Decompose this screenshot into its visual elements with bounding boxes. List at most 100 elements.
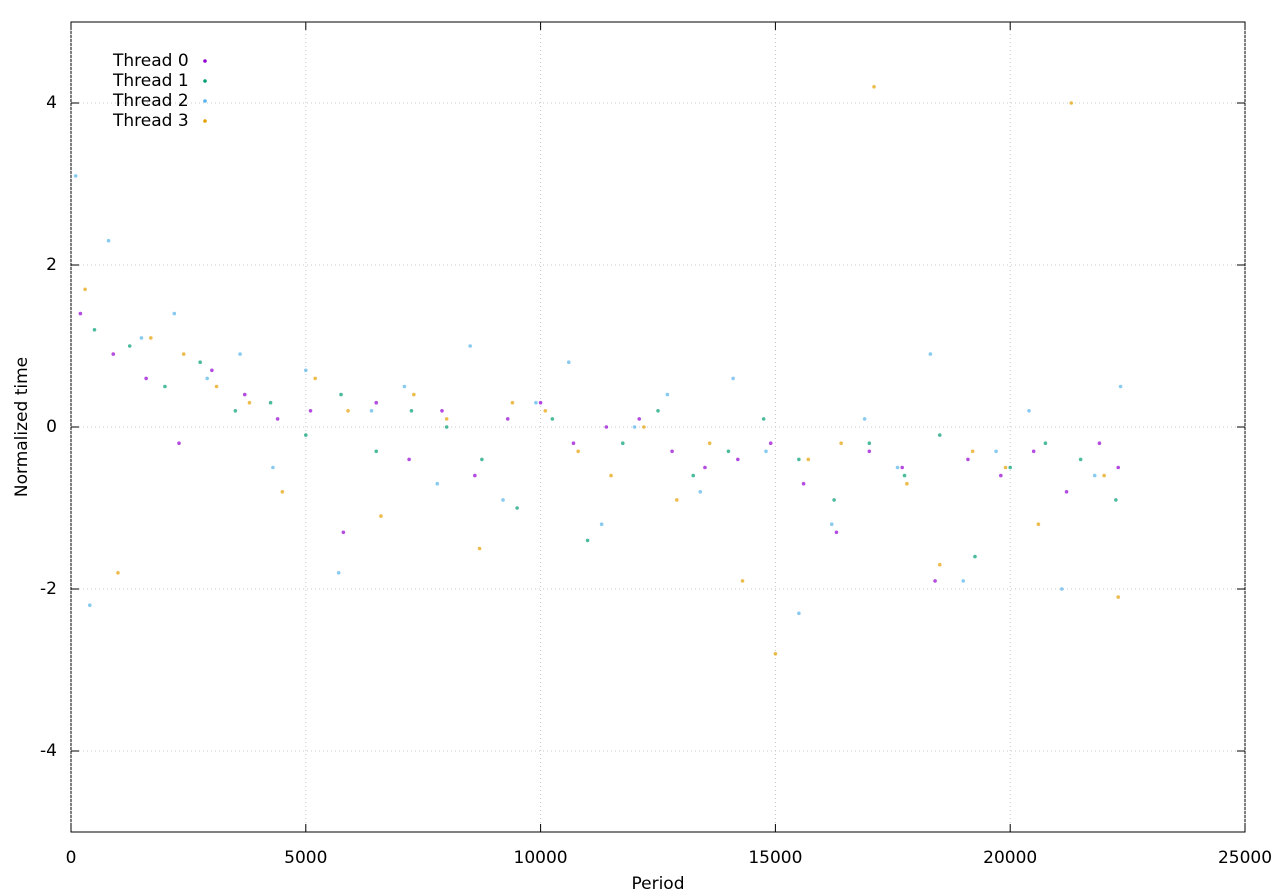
legend-label: Thread 3 [112, 111, 189, 131]
x-tick-label: 0 [66, 848, 77, 868]
point [341, 530, 346, 535]
point [703, 465, 707, 470]
point [867, 441, 872, 446]
point [834, 530, 839, 535]
point [566, 360, 571, 365]
point [304, 433, 308, 437]
point [872, 85, 876, 89]
legend-marker [203, 99, 207, 103]
legend-marker [203, 79, 207, 83]
x-tick-label: 10000 [514, 848, 568, 868]
legend-label: Thread 0 [112, 51, 189, 71]
point [665, 392, 670, 397]
point [994, 449, 998, 454]
point [444, 417, 449, 421]
legend-marker [203, 59, 207, 63]
point [1031, 449, 1036, 454]
point [670, 449, 674, 454]
point [275, 417, 280, 421]
point [620, 441, 625, 446]
point [698, 490, 703, 494]
point [642, 425, 646, 429]
point [632, 425, 637, 429]
point [480, 457, 484, 462]
point [707, 441, 712, 446]
x-tick-label: 25000 [1218, 848, 1272, 868]
x-axis-label: Period [631, 874, 684, 894]
point [656, 409, 660, 413]
point [510, 400, 515, 405]
point [797, 611, 801, 616]
point [933, 579, 937, 583]
point [181, 352, 186, 356]
point [937, 433, 942, 437]
x-tick-label: 20000 [983, 848, 1037, 868]
point [928, 352, 933, 356]
point [92, 328, 97, 332]
point [550, 417, 555, 421]
point [761, 417, 766, 421]
point [534, 400, 538, 405]
point [440, 409, 444, 413]
point [806, 457, 811, 462]
point [106, 238, 111, 243]
point [238, 352, 242, 356]
point [1008, 465, 1012, 470]
point [1064, 490, 1069, 494]
point [740, 579, 745, 583]
point [214, 384, 219, 389]
point [966, 457, 970, 462]
point [172, 311, 177, 316]
point [247, 400, 252, 405]
point [139, 336, 144, 340]
point [768, 441, 773, 446]
point [731, 376, 735, 381]
x-tick-label: 5000 [284, 848, 327, 868]
point [637, 417, 642, 421]
y-tick-label: 2 [46, 255, 57, 275]
point [1092, 473, 1097, 478]
point [379, 514, 383, 518]
point [1118, 384, 1123, 389]
point [973, 554, 977, 559]
point [1043, 441, 1048, 446]
point [116, 571, 120, 575]
point [829, 522, 834, 526]
point [409, 409, 414, 413]
y-tick-label: 0 [46, 417, 57, 437]
point [736, 457, 740, 462]
point [585, 538, 590, 543]
point [374, 449, 379, 454]
point [1114, 498, 1118, 502]
y-axis-label: Normalized time [12, 357, 32, 497]
point [1003, 465, 1008, 470]
point [473, 473, 477, 478]
point [177, 441, 181, 446]
point [87, 603, 92, 607]
point [961, 579, 966, 583]
point [599, 522, 604, 526]
y-tick-label: -4 [40, 741, 57, 761]
point [1102, 473, 1106, 478]
point [1036, 522, 1041, 526]
point [538, 400, 543, 405]
point [1069, 101, 1074, 105]
point [374, 400, 379, 405]
point [726, 449, 731, 454]
point [268, 400, 273, 405]
point [515, 506, 519, 510]
point [1097, 441, 1102, 446]
point [127, 344, 132, 348]
point [233, 409, 238, 413]
point [210, 368, 214, 373]
point [1060, 587, 1064, 591]
point [970, 449, 975, 454]
point [867, 449, 872, 454]
point [764, 449, 768, 454]
point [144, 376, 148, 381]
point [313, 376, 317, 381]
point [149, 336, 153, 340]
legend-label: Thread 2 [112, 91, 189, 111]
point [468, 344, 472, 348]
